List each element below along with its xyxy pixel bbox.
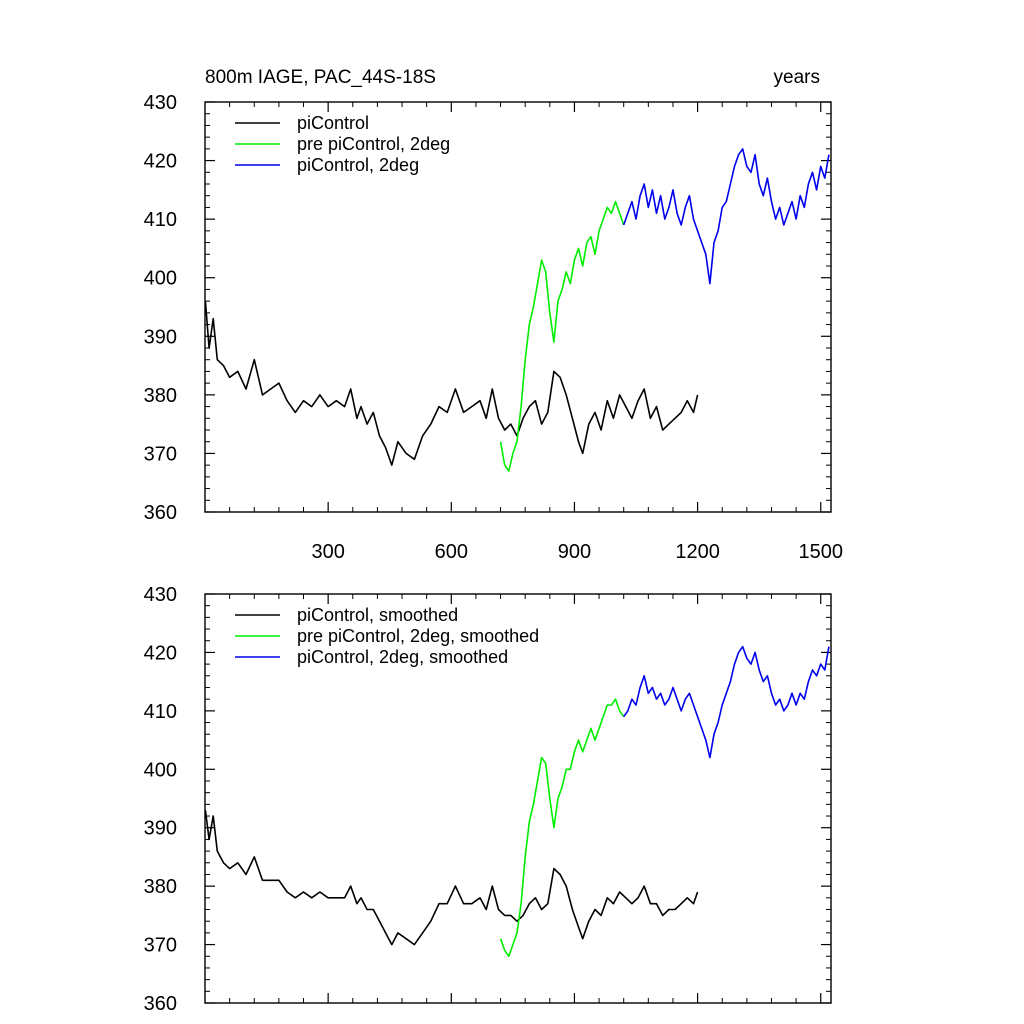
x-tick-label: 1200 [675,541,720,563]
legend-label: pre piControl, 2deg [297,134,450,154]
y-tick-label: 420 [144,642,177,664]
y-tick-label: 380 [144,876,177,898]
y-tick-label: 360 [144,502,177,524]
y-tick-label: 390 [144,818,177,840]
chart-title-right: years [774,67,820,88]
series-line [499,698,625,958]
chart-panel-2: 360 370 380 390 400 410 420 430 piControl, smoot… [144,584,832,1015]
series-line [622,148,830,285]
x-tick-label: 900 [558,541,591,563]
y-tick-label: 390 [144,326,177,348]
series-line [499,200,625,472]
y-tick-label: 380 [144,385,177,407]
y-minor-ticks [205,605,831,992]
chart-title: 800m IAGE, PAC_44S-18S [205,67,436,88]
legend-label: pre piControl, 2deg, smoothed [297,626,539,646]
plot-frame [204,101,832,513]
x-minor-ticks [229,102,797,512]
y-minor-ticks [205,113,831,501]
y-tick-label: 410 [144,701,177,723]
x-tick-label: 600 [435,541,468,563]
y-tick-label: 430 [144,584,177,606]
series-line [623,645,830,759]
y-tick-label: 370 [144,443,177,465]
series-line [204,301,699,466]
y-tick-label: 420 [144,151,177,173]
y-tick-label: 410 [144,209,177,231]
x-tick-label: 1500 [798,541,843,563]
y-tick-label: 400 [144,268,177,290]
series-line [204,810,699,946]
x-minor-ticks [229,594,797,1003]
chart-panel-1: 300 600 900 1200 1500 360 370 380 390 400 410 420 43… [144,67,843,563]
y-tick-label: 400 [144,759,177,781]
legend-label: piControl [297,113,369,133]
y-tick-label: 370 [144,935,177,957]
legend-label: piControl, 2deg, smoothed [297,647,508,667]
y-tick-label: 430 [144,92,177,114]
legend-label: piControl, smoothed [297,605,458,625]
plot-frame [204,593,832,1004]
legend-label: piControl, 2deg [297,155,419,175]
x-tick-label: 300 [311,541,344,563]
y-tick-label: 360 [144,993,177,1015]
